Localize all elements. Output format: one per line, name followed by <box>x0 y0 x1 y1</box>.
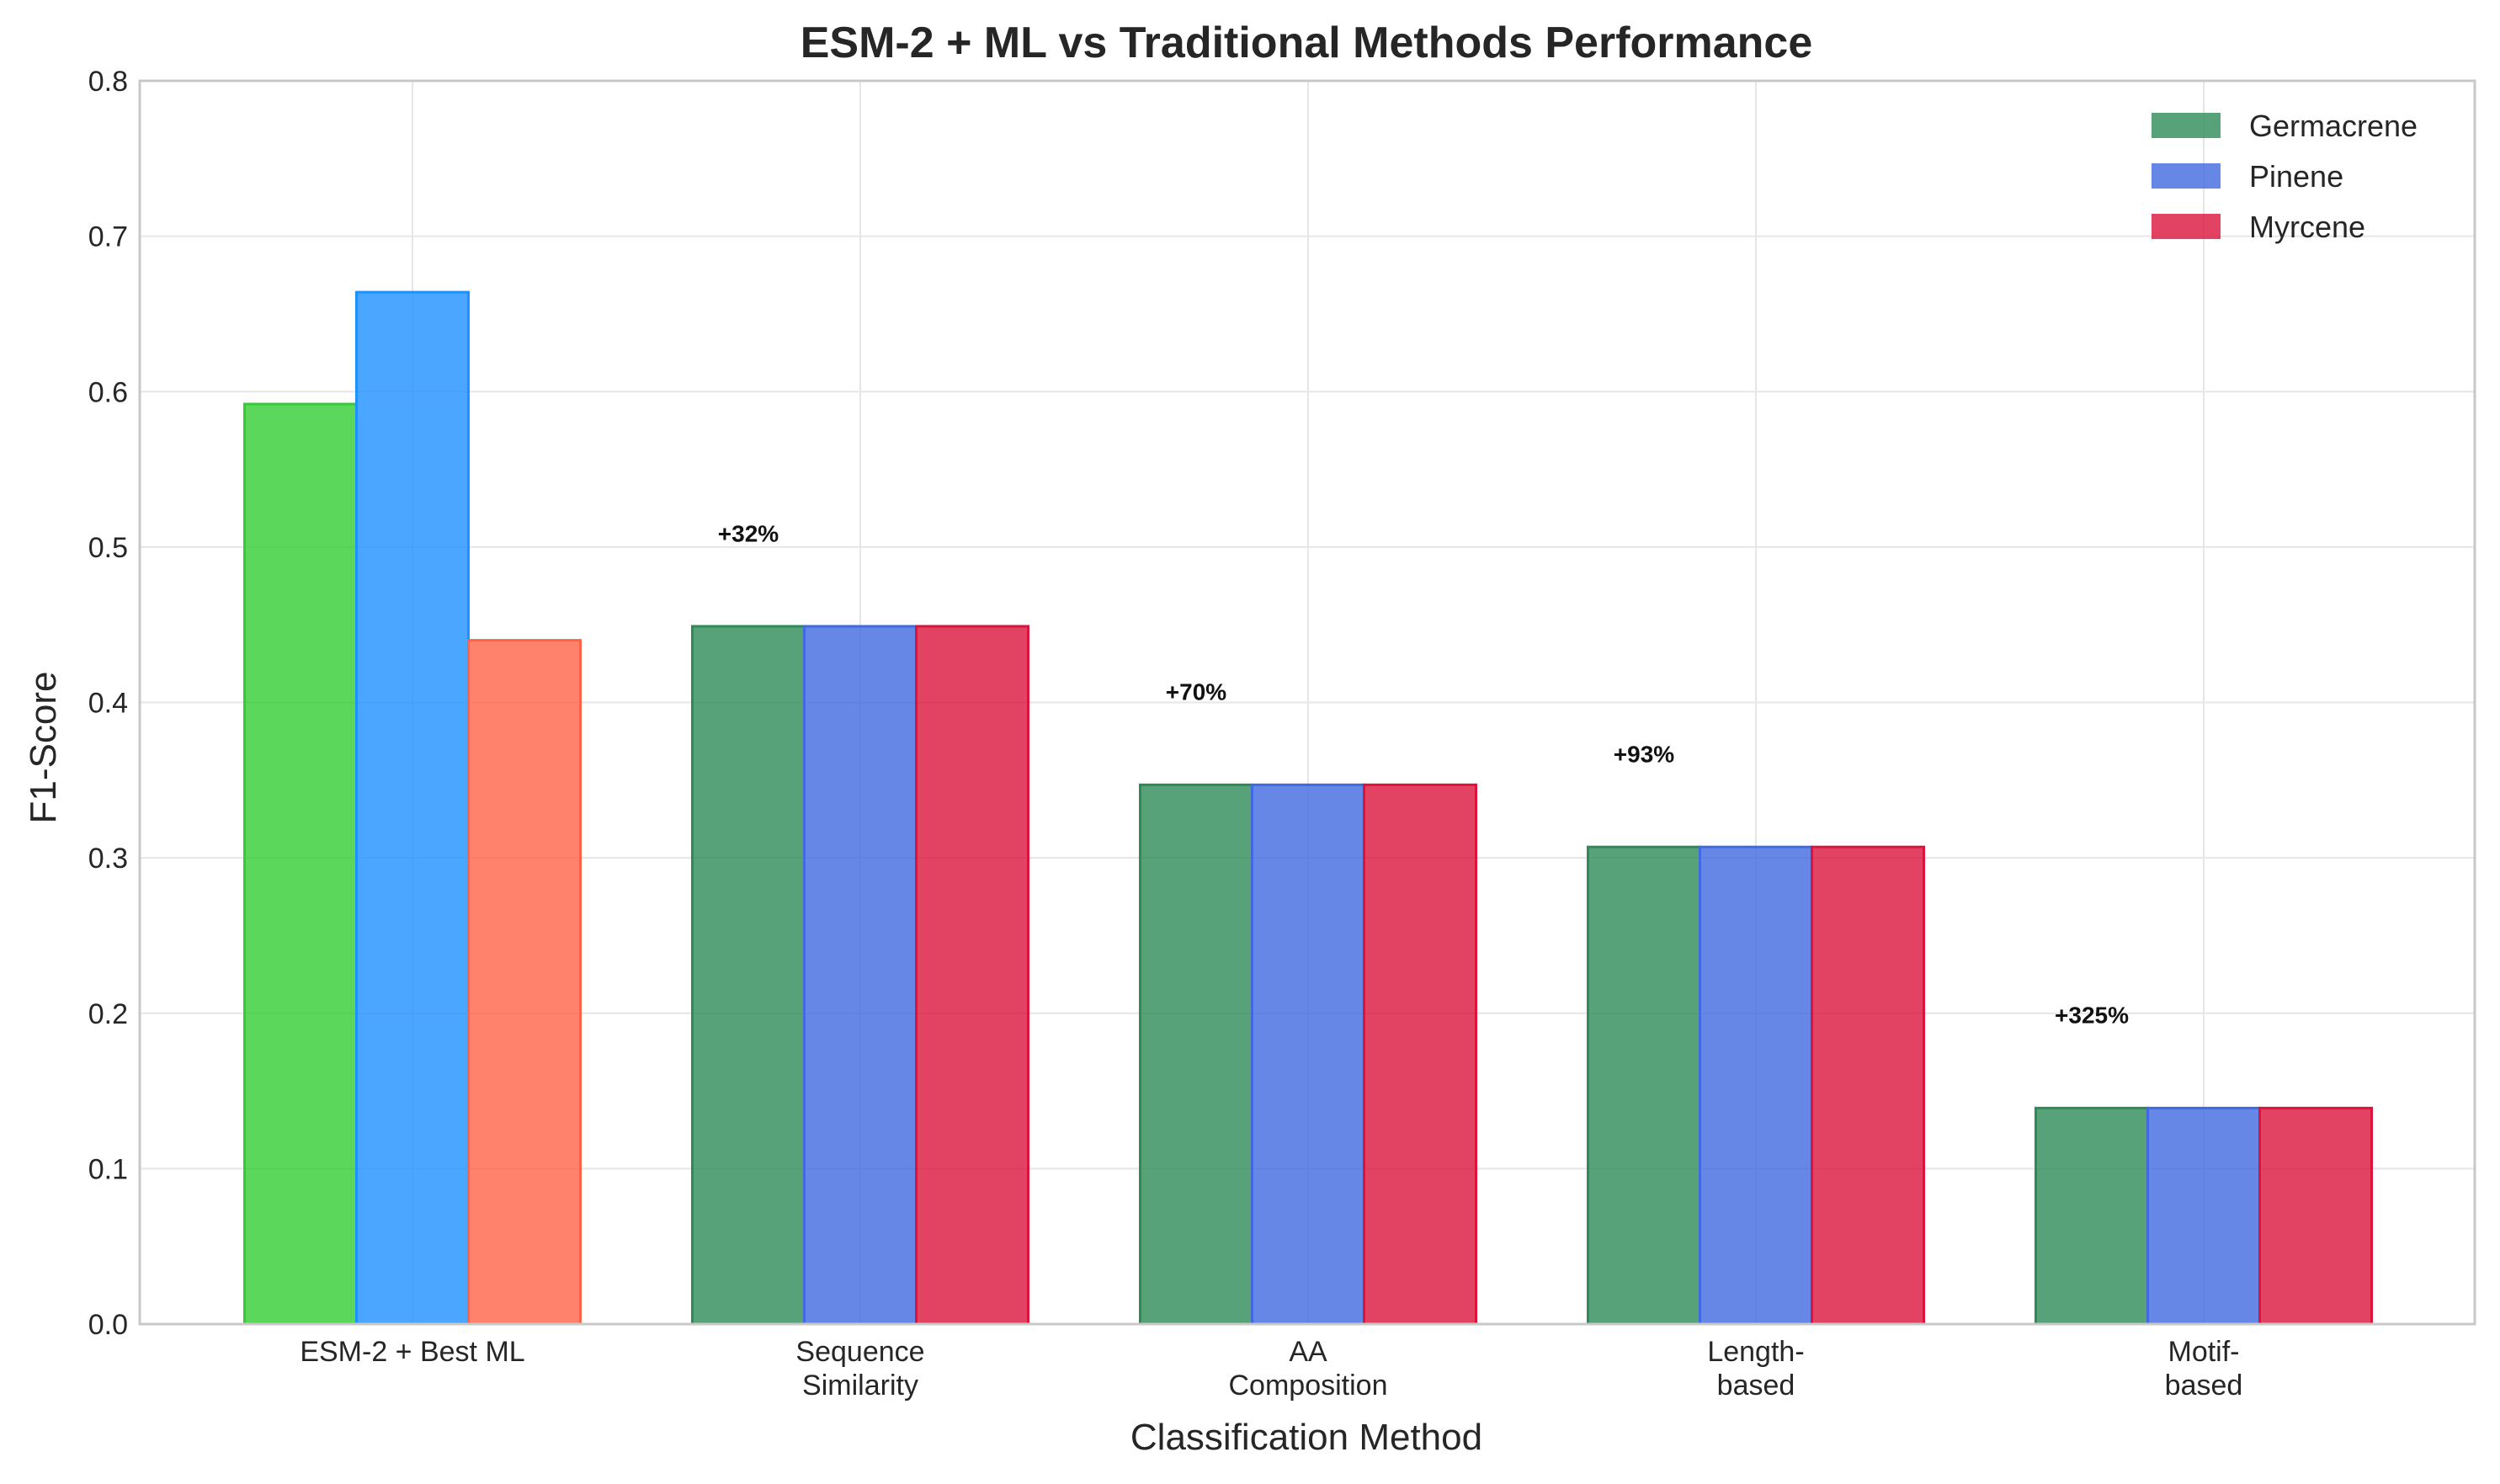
chart-title: ESM-2 + ML vs Traditional Methods Perfor… <box>801 19 1813 67</box>
legend: Germacrene Pinene Myrcene <box>2152 109 2418 244</box>
bars-layer <box>243 290 2373 1326</box>
x-tick-label: Motif-based <box>2165 1336 2243 1402</box>
legend-label-pinene: Pinene <box>2249 159 2343 194</box>
y-tick-label: 0.6 <box>88 376 128 408</box>
bar-pinene-4 <box>2146 1106 2261 1326</box>
x-axis-label: Classification Method <box>1130 1417 1482 1458</box>
improvement-annotation: +325% <box>2055 1003 2129 1029</box>
bar-pinene-3 <box>1699 845 1813 1326</box>
improvement-annotation: +70% <box>1166 679 1226 705</box>
bar-germacrene-3 <box>1587 845 1701 1326</box>
y-tick-label: 0.5 <box>88 532 128 564</box>
x-tick-label: Sequence Similarity <box>795 1336 924 1402</box>
legend-label-germacrene: Germacrene <box>2249 109 2418 143</box>
bar-germacrene-2 <box>1139 783 1253 1326</box>
improvement-annotation: +93% <box>1614 741 1674 767</box>
x-tick-label: AA Composition <box>1229 1336 1388 1402</box>
plot-frame <box>138 79 2476 1326</box>
bar-germacrene-1 <box>691 625 806 1326</box>
y-ticks: 0.0 0.1 0.2 0.3 0.4 0.5 0.6 0.7 0.8 <box>88 66 128 1341</box>
x-ticks: ESM-2 + Best ML Sequence Similarity AA Compo… <box>300 1336 2242 1402</box>
bar-myrcene-0 <box>467 639 582 1326</box>
bar-myrcene-3 <box>1811 845 1925 1326</box>
bar-myrcene-1 <box>915 625 1029 1326</box>
bar-myrcene-4 <box>2258 1106 2373 1326</box>
y-tick-label: 0.7 <box>88 221 128 253</box>
legend-swatch-pinene <box>2152 163 2221 189</box>
y-tick-label: 0.1 <box>88 1153 128 1185</box>
legend-swatch-myrcene <box>2152 214 2221 239</box>
x-tick-label: ESM-2 + Best ML <box>300 1336 524 1368</box>
bar-germacrene-4 <box>2035 1106 2149 1326</box>
y-axis-label: F1-Score <box>23 672 64 824</box>
bar-pinene-2 <box>1251 783 1365 1326</box>
bar-germacrene-0 <box>243 402 358 1326</box>
y-tick-label: 0.2 <box>88 998 128 1030</box>
improvement-annotation: +32% <box>718 520 779 546</box>
y-tick-label: 0.4 <box>88 688 128 720</box>
y-tick-label: 0.0 <box>88 1309 128 1341</box>
bar-myrcene-2 <box>1363 783 1477 1326</box>
y-tick-label: 0.3 <box>88 843 128 875</box>
annotations: +32% +70% +93% +325% <box>718 520 2129 1028</box>
legend-label-myrcene: Myrcene <box>2249 210 2365 244</box>
x-tick-label: Length-based <box>1707 1336 1804 1402</box>
y-tick-label: 0.8 <box>88 66 128 98</box>
bar-pinene-0 <box>355 290 470 1326</box>
bar-pinene-1 <box>803 625 918 1326</box>
legend-swatch-germacrene <box>2152 113 2221 138</box>
